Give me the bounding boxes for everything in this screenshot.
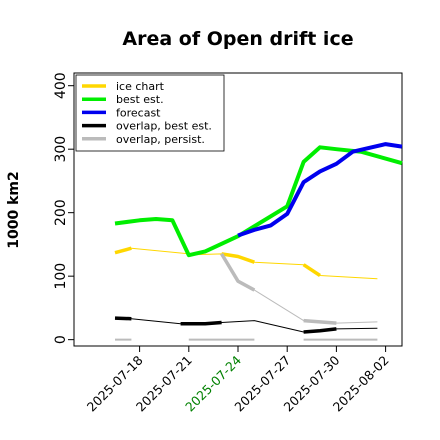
series-overlap-best-est--segment [303,327,337,334]
series-overlap-persist--segment [303,318,337,325]
series-overlap-persist--segment [220,252,256,292]
legend-label: forecast [116,106,161,119]
series-forecast-line [237,142,403,238]
series-overlap-best-est--connector [114,317,378,333]
y-tick-label: 100 [53,263,69,290]
legend-label: ice chart [116,80,165,93]
y-tick-label: 0 [53,335,69,344]
series-ice-chart-segment [221,252,255,264]
y-axis-label: 1000 km2 [6,171,22,248]
legend-label: overlap, persist. [116,133,205,146]
y-tick-label: 300 [53,136,69,163]
y-tick-label: 400 [53,72,69,99]
x-axis: 2025-07-182025-07-212025-07-242025-07-27… [84,346,392,414]
series-overlap-best-est--segment [180,320,222,326]
y-tick-label: 200 [53,199,69,226]
legend-label: best est. [116,93,164,106]
series-best-est--line [114,145,403,258]
series-ice-chart-segment [114,246,132,255]
plot-area [73,72,403,347]
series-overlap-best-est--segment [114,316,132,321]
series-ice-chart-connector [114,247,378,280]
y-axis: 0 100 200 300 400 [53,72,74,344]
series-ice-chart-segment [302,263,321,277]
legend-label: overlap, best est. [116,120,212,133]
chart-title: Area of Open drift ice [122,28,353,50]
